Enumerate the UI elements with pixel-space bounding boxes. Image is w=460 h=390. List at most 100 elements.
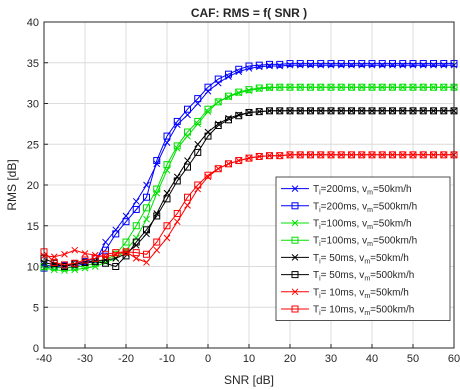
legend-label-subscript: i — [319, 293, 321, 300]
legend-label-text: =50km/h — [370, 287, 409, 298]
data-point — [276, 60, 284, 68]
legend-label: Ti= 10ms, vm=50km/h — [313, 287, 409, 300]
legend-label-text: =200ms, v — [321, 184, 367, 195]
data-point — [214, 75, 222, 83]
legend-label-subscript: m — [367, 224, 373, 231]
data-point — [112, 249, 120, 257]
legend-marker — [291, 254, 299, 261]
data-point — [286, 151, 294, 159]
data-point — [122, 248, 130, 256]
data-point — [235, 68, 243, 76]
legend-label-text: T — [313, 219, 319, 230]
data-point — [225, 116, 232, 124]
data-point — [225, 92, 232, 100]
data-point — [184, 202, 191, 209]
data-point — [194, 181, 202, 189]
data-point — [245, 86, 253, 94]
y-tick-label: 35 — [27, 58, 39, 70]
data-point — [245, 154, 253, 162]
data-point — [348, 60, 355, 68]
legend-item: Ti=100ms, vm=50km/h — [281, 219, 412, 231]
legend-label-text: T — [313, 201, 319, 212]
data-point — [225, 73, 232, 80]
y-axis-label: RMS [dB] — [5, 159, 19, 210]
data-point — [245, 62, 253, 70]
data-point — [307, 83, 314, 91]
series-layer — [40, 60, 458, 274]
data-point — [235, 157, 243, 165]
legend-label-text: =500km/h — [373, 236, 417, 247]
data-point — [194, 95, 202, 103]
legend-label: Ti= 10ms, vm=500km/h — [313, 305, 414, 318]
data-point — [122, 212, 130, 220]
y-tick-label: 25 — [27, 139, 39, 151]
data-point — [419, 151, 427, 159]
data-point — [184, 163, 191, 171]
y-tick-label: 15 — [27, 221, 39, 233]
data-point — [214, 122, 222, 130]
x-tick-label: 30 — [325, 353, 337, 365]
legend-label-text: T — [313, 236, 319, 247]
data-point — [348, 107, 355, 115]
data-point — [153, 185, 161, 193]
chart-title: CAF: RMS = f( SNR ) — [191, 6, 307, 20]
series-8 — [40, 151, 458, 269]
data-point — [327, 60, 335, 68]
data-point — [358, 60, 366, 68]
data-point — [214, 120, 222, 128]
data-point — [184, 157, 191, 164]
data-point — [378, 151, 386, 159]
x-tick-label: 60 — [448, 353, 460, 365]
data-point — [399, 107, 407, 115]
data-point — [102, 246, 109, 254]
data-point — [307, 60, 314, 68]
x-tick-label: 20 — [284, 353, 296, 365]
data-point — [358, 107, 366, 115]
data-point — [153, 157, 161, 165]
series-6 — [40, 107, 458, 270]
series-2 — [40, 60, 458, 272]
legend-label-subscript: m — [367, 190, 373, 197]
data-point — [235, 88, 243, 96]
legend-label-text: = 50ms, v — [321, 253, 365, 264]
data-point — [204, 83, 212, 91]
y-tick-label: 20 — [27, 180, 39, 192]
data-point — [61, 250, 68, 258]
data-point — [163, 161, 171, 169]
data-point — [184, 105, 191, 113]
data-point — [266, 107, 273, 115]
y-tick-label: 0 — [33, 343, 39, 355]
data-point — [286, 60, 294, 68]
x-tick-label: 10 — [243, 353, 255, 365]
data-point — [255, 61, 263, 69]
data-point — [266, 60, 273, 68]
legend-label-subscript: m — [364, 293, 370, 300]
data-point — [430, 83, 437, 91]
data-point — [122, 238, 130, 246]
data-point — [378, 107, 386, 115]
data-point — [337, 107, 345, 115]
data-point — [378, 60, 386, 68]
data-point — [399, 60, 407, 68]
legend-label-subscript: m — [364, 310, 370, 317]
data-point — [173, 218, 181, 226]
data-point — [389, 151, 396, 159]
data-point — [255, 108, 263, 116]
data-point — [430, 151, 437, 159]
data-point — [440, 107, 448, 115]
data-point — [255, 152, 263, 160]
data-point — [296, 151, 304, 159]
data-point — [327, 83, 335, 91]
data-point — [81, 250, 89, 257]
data-point — [132, 205, 140, 213]
legend-label-subscript: i — [319, 258, 321, 265]
legend-label-text: T — [313, 270, 319, 281]
data-point — [132, 254, 140, 262]
data-point — [184, 128, 191, 136]
data-point — [143, 259, 150, 266]
data-point — [317, 151, 325, 159]
data-point — [153, 212, 161, 220]
data-point — [368, 107, 376, 115]
data-point — [225, 160, 232, 168]
data-point — [440, 151, 448, 159]
